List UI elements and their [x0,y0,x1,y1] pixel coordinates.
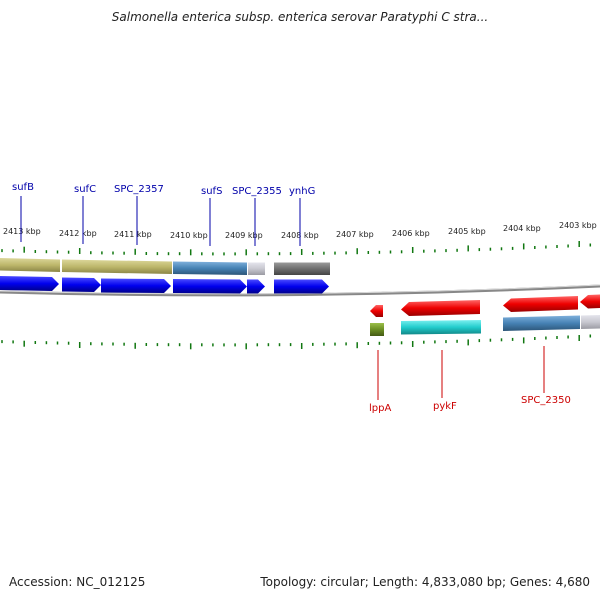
gene-label-sufB[interactable]: sufB [12,182,34,193]
kbp-label: 2409 kbp [225,231,263,240]
forward-tick-row [1,241,592,256]
cog-block[interactable] [274,262,330,276]
kbp-label: 2411 kbp [114,230,152,239]
kbp-label: 2403 kbp [559,221,597,230]
gene-label-ynhG[interactable]: ynhG [289,186,315,197]
gene-arrow-SPC_2355[interactable] [247,279,265,294]
forward-gene-labels: sufB sufC SPC_2357 sufS SPC_2355 ynhG [12,182,315,246]
gene-arrow-sufB[interactable] [0,276,59,291]
gene-arrow-ynhG[interactable] [274,279,329,294]
gene-arrow-lppA[interactable] [370,305,383,317]
reverse-tick-row [1,334,592,350]
cog-block[interactable] [581,315,600,329]
gene-label-SPC_2355[interactable]: SPC_2355 [232,186,282,197]
kbp-label: 2407 kbp [336,230,374,239]
cog-block[interactable] [370,323,384,336]
genome-summary-text: Topology: circular; Length: 4,833,080 bp… [260,575,590,589]
cog-block[interactable] [173,261,247,276]
cog-block[interactable] [62,259,172,275]
cog-block[interactable] [248,262,265,276]
gene-arrow-SPC_2357[interactable] [101,278,171,294]
kbp-label: 2406 kbp [392,229,430,238]
genome-backbone [0,284,600,297]
genome-title: Salmonella enterica subsp. enterica sero… [111,10,489,24]
gene-arrow-next[interactable] [580,294,600,309]
accession-text: Accession: NC_012125 [9,575,146,589]
cog-block[interactable] [0,258,60,272]
reverse-gene-labels: lppA pykF SPC_2350 [369,346,571,414]
gene-label-sufC[interactable]: sufC [74,184,96,195]
gene-arrow-sufC[interactable] [62,277,101,293]
gene-label-SPC_2350[interactable]: SPC_2350 [521,395,571,406]
kbp-label: 2410 kbp [170,231,208,240]
forward-gene-track [0,276,329,294]
kbp-label: 2412 kbp [59,229,97,238]
reverse-gene-track [370,294,600,317]
kbp-label: 2413 kbp [3,227,41,236]
gene-arrow-SPC_2350[interactable] [503,296,578,312]
kbp-label: 2404 kbp [503,224,541,233]
gene-label-pykF[interactable]: pykF [433,401,457,412]
cog-block[interactable] [503,315,580,332]
gene-label-SPC_2357[interactable]: SPC_2357 [114,184,164,195]
gene-arrow-pykF[interactable] [401,300,480,316]
gene-arrow-sufS[interactable] [173,279,247,294]
cog-block[interactable] [401,320,481,335]
forward-cog-track [0,258,330,275]
reverse-cog-track [370,315,600,336]
kbp-label: 2405 kbp [448,227,486,236]
gene-label-sufS[interactable]: sufS [201,186,222,197]
gene-label-lppA[interactable]: lppA [369,403,391,414]
